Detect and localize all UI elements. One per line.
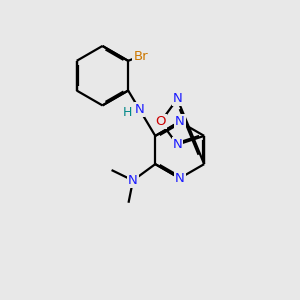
Text: O: O (155, 115, 166, 128)
Text: N: N (175, 172, 184, 185)
Text: N: N (172, 138, 182, 151)
Text: Br: Br (134, 50, 148, 63)
Text: N: N (135, 103, 144, 116)
Text: N: N (128, 174, 138, 187)
Text: N: N (175, 115, 184, 128)
Text: N: N (172, 92, 182, 105)
Text: H: H (122, 106, 132, 119)
